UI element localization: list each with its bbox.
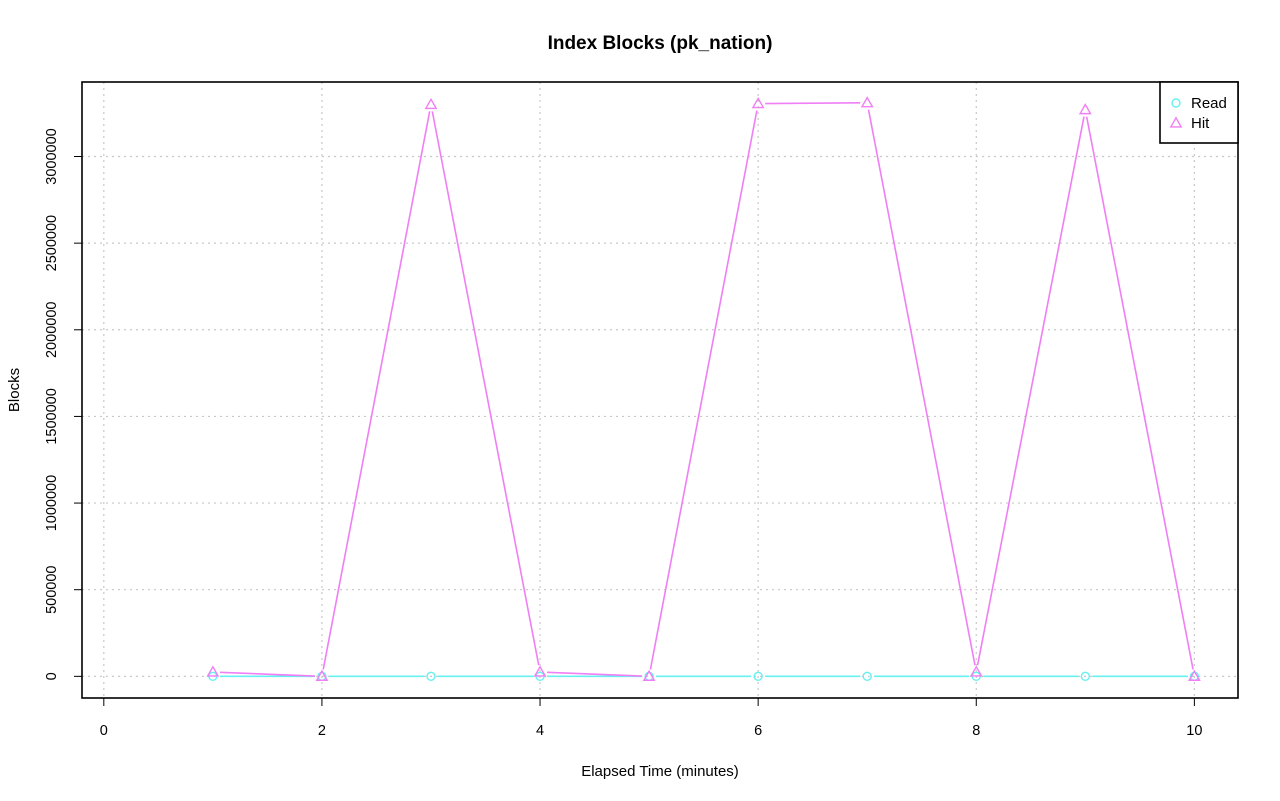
read-point [862, 671, 872, 682]
hit-line-segment [765, 102, 861, 105]
hit-point [424, 97, 438, 110]
hit-point [315, 669, 329, 681]
hit-line-segment [1085, 116, 1194, 670]
hit-line-segment [547, 671, 643, 677]
x-axis: 0 2 4 6 8 10 [100, 698, 1202, 739]
legend-label-hit: Hit [1191, 115, 1210, 132]
hit-point [860, 96, 874, 108]
hit-point [206, 665, 220, 677]
x-tick-label: 2 [318, 723, 326, 739]
y-tick-label: 0 [44, 672, 60, 680]
read-point [426, 671, 436, 682]
y-tick-label: 2500000 [44, 215, 60, 271]
hit-line-segment [219, 671, 315, 677]
hit-point [1187, 669, 1201, 681]
series-layer [206, 96, 1201, 682]
hit-point [1078, 103, 1092, 115]
hit-line-segment [431, 111, 540, 666]
y-tick-label: 1000000 [44, 475, 60, 531]
y-axis-label: Blocks [6, 368, 23, 412]
legend-label-read: Read [1191, 95, 1227, 112]
hit-point [969, 665, 983, 677]
plot-frame [81, 81, 1239, 699]
hit-line-segment [867, 109, 976, 666]
hit-point [642, 669, 656, 681]
legend-box [1159, 81, 1239, 144]
legend: Read Hit [1159, 81, 1239, 144]
x-tick-label: 4 [536, 723, 544, 739]
y-tick-label: 1500000 [44, 388, 60, 444]
y-tick-label: 3000000 [44, 128, 60, 184]
y-tick-label: 500000 [44, 566, 60, 614]
hit-line-segment [649, 110, 758, 670]
series-hit [206, 96, 1201, 681]
chart-title: Index Blocks (pk_nation) [548, 33, 773, 54]
hit-line-segment [322, 111, 431, 670]
legend-marker-read [1171, 98, 1181, 108]
read-point [1080, 671, 1091, 682]
x-tick-label: 10 [1186, 723, 1202, 739]
hit-line-segment [976, 116, 1085, 666]
x-tick-label: 0 [100, 723, 108, 739]
y-tick-label: 2000000 [44, 302, 60, 358]
x-axis-label: Elapsed Time (minutes) [581, 763, 739, 780]
series-read [208, 671, 1200, 682]
legend-marker-hit [1169, 116, 1183, 128]
hit-point [751, 97, 765, 109]
x-tick-label: 8 [972, 723, 980, 739]
hit-point [533, 665, 547, 677]
grid [82, 82, 1238, 698]
read-point [753, 671, 763, 682]
y-axis: 0 500000 1000000 1500000 2000000 2500000 30000… [44, 128, 82, 680]
x-tick-label: 6 [754, 723, 762, 739]
